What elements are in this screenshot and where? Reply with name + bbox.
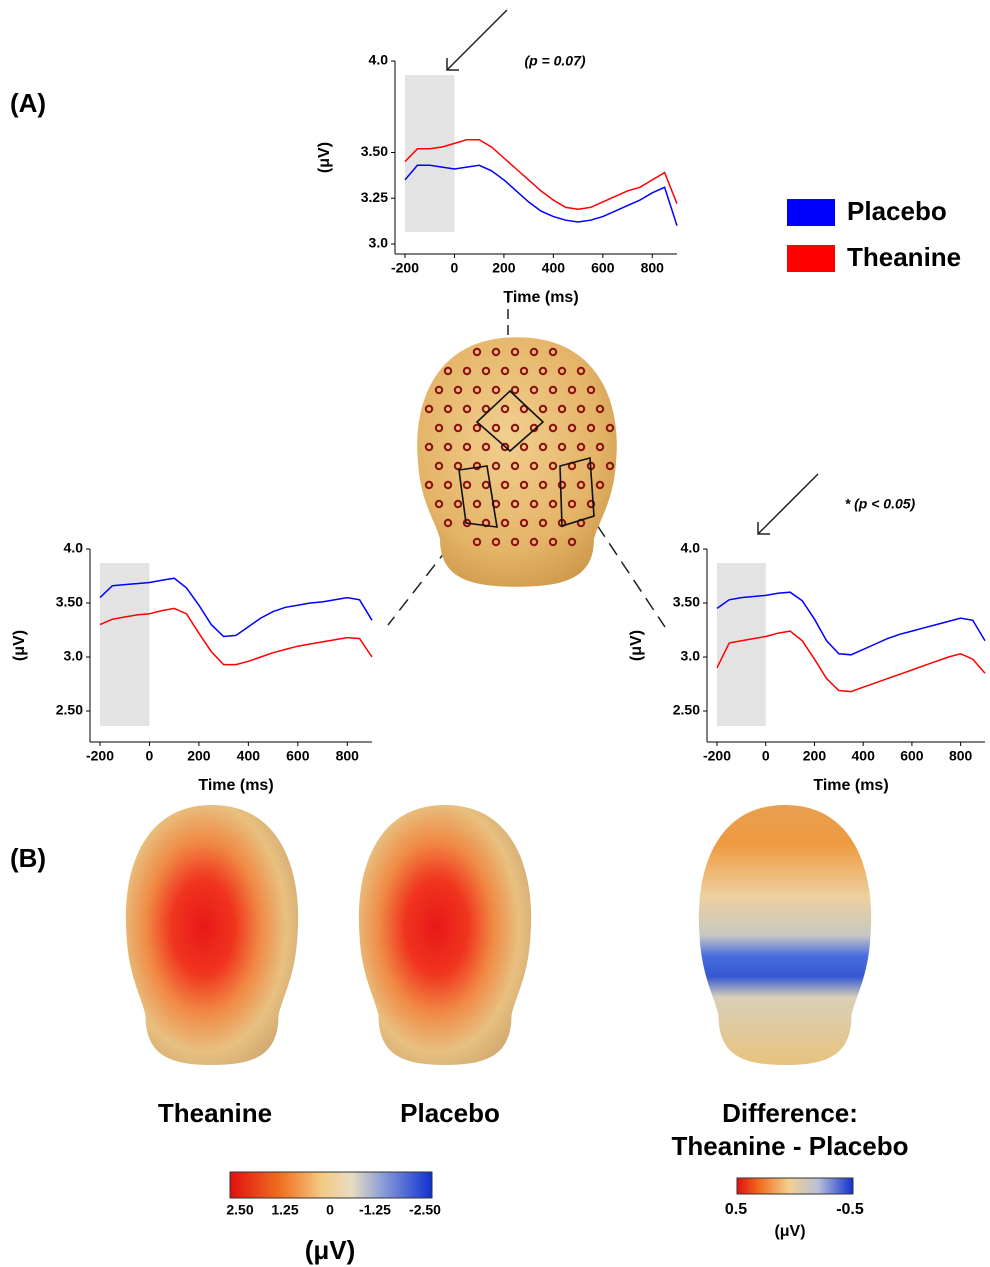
x-tick-label: -200 bbox=[86, 748, 114, 764]
head-label: Placebo bbox=[400, 1098, 500, 1128]
baseline-window bbox=[717, 563, 766, 726]
y-axis-label: (μV) bbox=[628, 630, 645, 661]
x-tick-label: -200 bbox=[391, 260, 419, 276]
annotation: (p = 0.07) bbox=[524, 53, 585, 69]
y-axis-label: (μV) bbox=[316, 142, 333, 173]
colorbar-label: 0.5 bbox=[725, 1201, 747, 1218]
x-tick-label: -200 bbox=[703, 748, 731, 764]
y-axis-label: (μV) bbox=[11, 630, 28, 661]
x-tick-label: 600 bbox=[591, 260, 615, 276]
annotation: * (p < 0.05) bbox=[845, 496, 916, 512]
x-tick-label: 200 bbox=[187, 748, 211, 764]
colorbar bbox=[737, 1178, 853, 1194]
panel-label: (A) bbox=[10, 88, 46, 118]
y-tick-label: 3.25 bbox=[361, 189, 388, 205]
x-tick-label: 400 bbox=[852, 748, 876, 764]
x-axis-label: Time (ms) bbox=[503, 289, 578, 306]
y-tick-label: 3.50 bbox=[361, 143, 388, 159]
page: (A) (B) Placebo Theanine Theanine Placeb… bbox=[0, 0, 990, 1267]
x-tick-label: 200 bbox=[492, 260, 516, 276]
x-axis-label: Time (ms) bbox=[198, 777, 273, 794]
head-model bbox=[417, 337, 617, 587]
head-label: Theanine - Placebo bbox=[672, 1131, 909, 1161]
y-tick-label: 3.0 bbox=[681, 648, 701, 664]
x-tick-label: 0 bbox=[146, 748, 154, 764]
x-tick-label: 600 bbox=[900, 748, 924, 764]
x-tick-label: 800 bbox=[949, 748, 973, 764]
head-label: Theanine bbox=[158, 1098, 272, 1128]
legend-label: Placebo bbox=[847, 196, 947, 226]
y-tick-label: 2.50 bbox=[56, 702, 83, 718]
y-tick-label: 3.0 bbox=[64, 648, 84, 664]
x-tick-label: 0 bbox=[451, 260, 459, 276]
x-tick-label: 400 bbox=[542, 260, 566, 276]
y-tick-label: 4.0 bbox=[369, 52, 389, 68]
head-label: Difference: bbox=[722, 1098, 858, 1128]
figure: (A) (B) Placebo Theanine Theanine Placeb… bbox=[0, 0, 990, 1267]
y-tick-label: 4.0 bbox=[681, 540, 701, 556]
y-tick-label: 3.50 bbox=[673, 594, 700, 610]
colorbar bbox=[230, 1172, 432, 1198]
y-tick-label: 2.50 bbox=[673, 702, 700, 718]
colorbar-label: 0 bbox=[326, 1202, 334, 1218]
y-tick-label: 3.0 bbox=[369, 235, 389, 251]
colorbar-unit: (μV) bbox=[774, 1223, 805, 1240]
x-tick-label: 400 bbox=[237, 748, 261, 764]
x-tick-label: 200 bbox=[803, 748, 827, 764]
x-tick-label: 800 bbox=[336, 748, 360, 764]
x-tick-label: 600 bbox=[286, 748, 310, 764]
legend-swatch bbox=[787, 199, 835, 226]
colorbar-label: -0.5 bbox=[836, 1201, 864, 1218]
panel-label: (B) bbox=[10, 843, 46, 873]
x-axis-label: Time (ms) bbox=[813, 777, 888, 794]
x-tick-label: 800 bbox=[641, 260, 665, 276]
y-tick-label: 3.50 bbox=[56, 594, 83, 610]
colorbar-unit: (μV) bbox=[305, 1235, 356, 1265]
colorbar-label: 1.25 bbox=[271, 1202, 298, 1218]
colorbar-label: -2.50 bbox=[409, 1202, 441, 1218]
legend-label: Theanine bbox=[847, 242, 961, 272]
colorbar-label: -1.25 bbox=[359, 1202, 391, 1218]
legend-swatch bbox=[787, 245, 835, 272]
baseline-window bbox=[100, 563, 149, 726]
topo-heads bbox=[126, 805, 871, 1065]
x-tick-label: 0 bbox=[762, 748, 770, 764]
colorbar-label: 2.50 bbox=[226, 1202, 253, 1218]
y-tick-label: 4.0 bbox=[64, 540, 84, 556]
